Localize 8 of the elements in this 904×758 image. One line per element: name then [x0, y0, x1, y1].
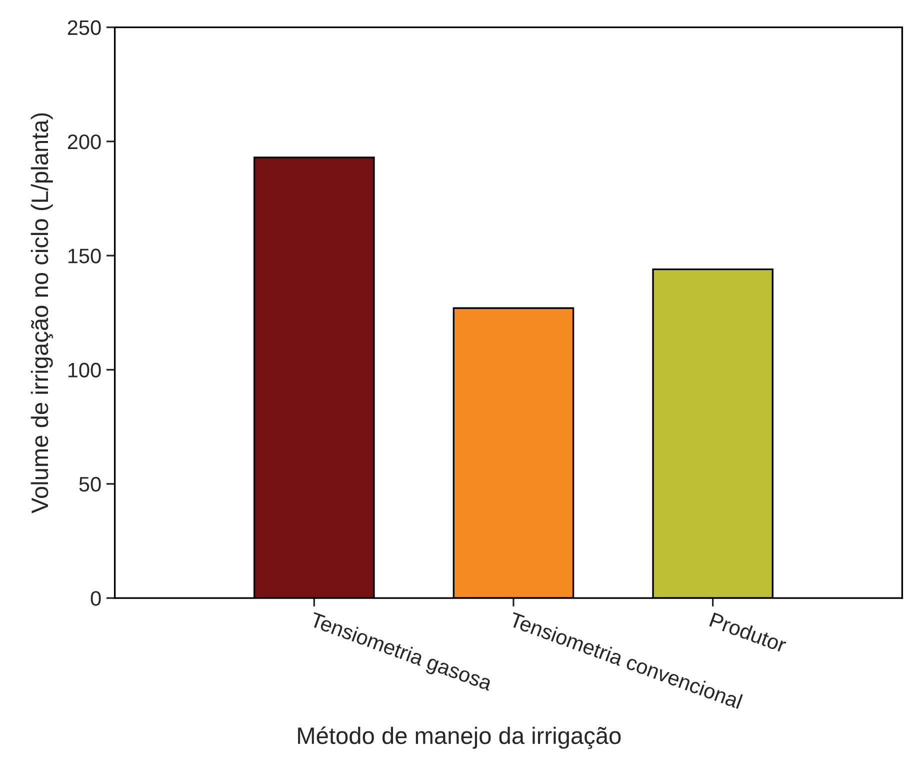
y-tick-label: 250 [68, 20, 101, 36]
y-tick-label: 100 [68, 362, 101, 378]
y-axis-title: Volume de irrigação no ciclo (L/planta) [30, 113, 53, 514]
x-axis-title: Método de manejo da irrigação [298, 726, 621, 749]
y-tick-label: 200 [68, 134, 101, 150]
y-tick-label: 0 [90, 591, 101, 606]
y-tick-label: 150 [68, 248, 101, 264]
y-tick-label: 50 [79, 476, 101, 492]
